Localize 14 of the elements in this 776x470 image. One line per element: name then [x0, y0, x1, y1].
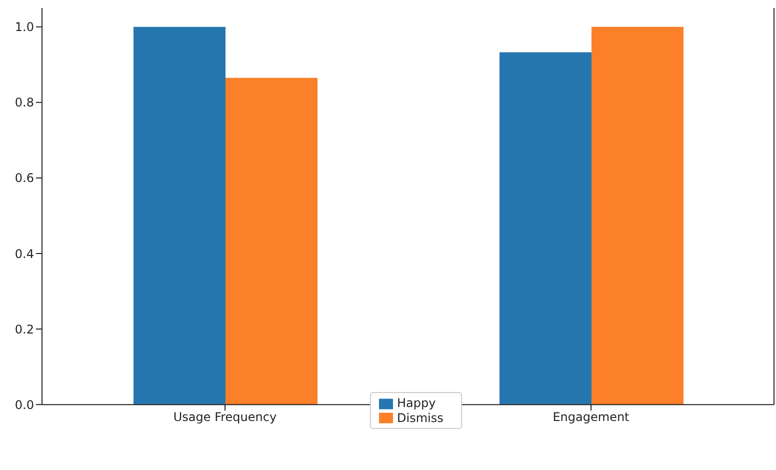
y-tick-label: 0.2: [14, 322, 34, 336]
bar: [226, 78, 318, 405]
y-tick-label: 0.8: [14, 96, 34, 110]
bar: [500, 52, 592, 405]
bar: [592, 26, 684, 405]
y-tick-label: 0.6: [14, 171, 34, 186]
x-tick-label: Usage Frequency: [173, 410, 277, 424]
x-tick-label: Engagement: [552, 410, 630, 424]
legend-label: Dismiss: [397, 410, 444, 425]
legend-label: Happy: [397, 396, 436, 410]
y-tick-label: 0.4: [14, 246, 34, 261]
bar: [134, 26, 226, 405]
y-tick-label: 1.0: [14, 20, 34, 34]
y-tick-label: 0.0: [14, 398, 34, 412]
